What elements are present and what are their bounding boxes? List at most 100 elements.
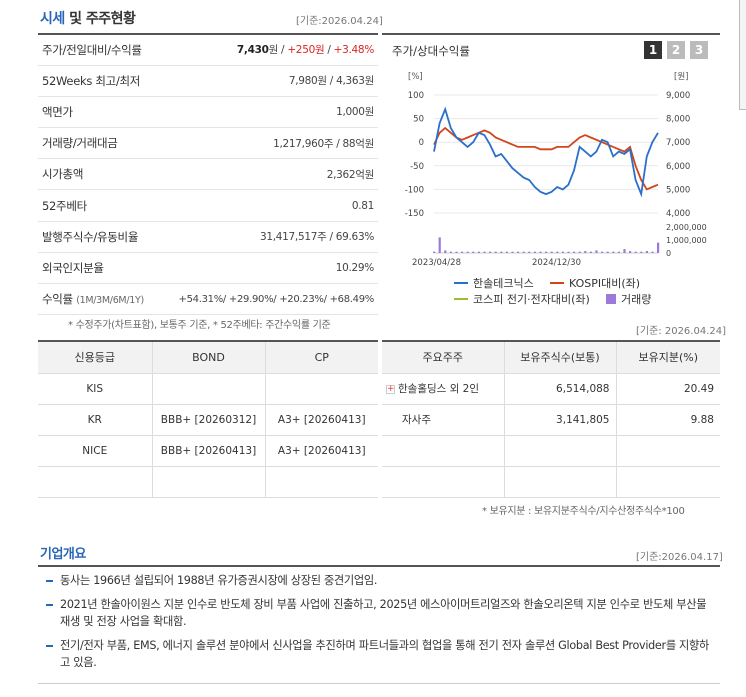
table-header-row: 주요주주 보유주식수(보통) 보유지분(%) <box>382 341 720 374</box>
col-header: 신용등급 <box>38 341 153 374</box>
holder-name <box>382 465 505 498</box>
table-row <box>38 465 378 498</box>
list-item: 2021년 한솔아이원스 지분 인수로 반도체 장비 부품 사업에 진출하고, … <box>44 596 714 630</box>
row-label: 발행주식수/유동비율 <box>38 221 178 253</box>
section-title-market: 시세 및 주주현황 <box>40 11 136 27</box>
volume-bar <box>494 251 497 253</box>
table-row: 자사주 3,141,805 9.88 <box>382 403 720 436</box>
volume-bar <box>449 251 452 253</box>
expand-icon[interactable]: + <box>386 383 395 394</box>
y-tick-label: -100 <box>405 185 424 195</box>
row-value: 7,980원 / 4,363원 <box>178 65 378 97</box>
volume-bar <box>634 251 637 253</box>
holder-name <box>382 434 505 467</box>
row-label: 거래량/거래대금 <box>38 127 178 160</box>
row-label: 주가/전일대비/수익률 <box>38 34 178 66</box>
holder-name-cell[interactable]: + 한솔홀딩스 외 2인 <box>382 372 505 405</box>
y2-tick-label: 6,000 <box>666 162 690 172</box>
agency-cell: NICE <box>38 434 153 467</box>
chart-button-1[interactable]: 1 <box>644 41 662 59</box>
bond-cell: BBB+ [20260312] <box>151 403 266 436</box>
volume-tick-label: 2,000,000 <box>666 223 707 232</box>
row-value: 10.29% <box>178 252 378 285</box>
row-label: 52주베타 <box>38 189 178 222</box>
price-chart: [%] [원] 100 9,000 50 8,000 0 7,000 -50 6,000 -100 5… <box>405 72 707 268</box>
volume-bar <box>595 250 598 253</box>
bottom-divider <box>38 683 720 684</box>
row-label: 52Weeks 최고/최저 <box>38 65 178 97</box>
row-value: 1,217,960주 / 88억원 <box>178 127 378 160</box>
pct-cell: 20.49 <box>615 372 720 405</box>
volume-tick-label: 1,000,000 <box>666 236 707 245</box>
volume-bar <box>556 251 559 253</box>
volume-bar <box>640 251 643 253</box>
volume-bar <box>606 251 609 253</box>
volume-bar <box>505 251 508 253</box>
col-header: 보유지분(%) <box>615 341 720 374</box>
agency-cell <box>38 465 153 498</box>
holders-note: * 보유지분 : 보유지분주식수/지수산정주식수*100 <box>482 506 685 517</box>
table-row: + 한솔홀딩스 외 2인 6,514,088 20.49 <box>382 372 720 405</box>
row-value: 2,362억원 <box>178 158 378 191</box>
table-row: 52Weeks 최고/최저 7,980원 / 4,363원 <box>38 65 378 97</box>
volume-tick-label: 0 <box>666 249 671 258</box>
y-tick-label: 0 <box>419 138 424 148</box>
market-date: [기준:2026.04.24] <box>296 16 383 27</box>
shares-cell <box>503 434 617 467</box>
volume-bar <box>657 242 660 253</box>
volume-bar <box>550 251 553 253</box>
holder-name: 한솔홀딩스 외 2인 <box>398 383 479 395</box>
credit-table: 신용등급 BOND CP KIS KR BBB+ [20260312] A3+ … <box>38 340 378 498</box>
table-row <box>382 465 720 498</box>
volume-bar <box>438 237 441 253</box>
volume-bar <box>461 251 464 253</box>
shares-cell: 3,141,805 <box>503 403 617 436</box>
cp-cell: A3+ [20260413] <box>264 434 378 467</box>
x-tick-label: 2024/12/30 <box>532 258 581 268</box>
scrollbar-edge[interactable] <box>739 0 746 110</box>
pct-cell <box>615 465 720 498</box>
price-summary: 7,430원 / +250원 / +3.48% <box>178 34 378 66</box>
market-table: 주가/전일대비/수익률 7,430원 / +250원 / +3.48% 52We… <box>38 33 378 316</box>
volume-bar <box>539 251 542 253</box>
price-chart-panel: 주가/상대수익률 1 2 3 [%] [원] 100 9,000 50 8,000 0 7,0… <box>382 33 720 309</box>
left-axis-unit: [%] <box>408 72 423 82</box>
volume-bar <box>517 251 520 253</box>
table-row: KIS <box>38 372 378 405</box>
volume-bar <box>567 251 570 253</box>
x-tick-label: 2023/04/28 <box>412 258 461 268</box>
row-label: 시가총액 <box>38 158 178 191</box>
pct-cell: 9.88 <box>615 403 720 436</box>
holders-table: 주요주주 보유주식수(보통) 보유지분(%) + 한솔홀딩스 외 2인 6,514… <box>382 340 720 498</box>
volume-bar <box>455 251 458 253</box>
table-row: KR BBB+ [20260312] A3+ [20260413] <box>38 403 378 436</box>
y2-tick-label: 9,000 <box>666 91 690 101</box>
y2-tick-label: 5,000 <box>666 185 690 195</box>
right-axis-unit: [원] <box>674 72 688 82</box>
y-tick-label: 100 <box>408 91 424 101</box>
col-header: CP <box>264 341 378 374</box>
col-header: 주요주주 <box>382 341 505 374</box>
shares-cell <box>503 465 617 498</box>
agency-cell: KIS <box>38 372 153 405</box>
table-row: 수익률 (1M/3M/6M/1Y) +54.31%/ +29.90%/ +20.… <box>38 283 378 316</box>
y-tick-label: -50 <box>410 162 424 172</box>
bond-cell <box>151 372 266 405</box>
series-line-한솔테크닉스 <box>433 106 659 198</box>
volume-bar <box>477 251 480 253</box>
volume-bar <box>623 249 626 253</box>
col-header: 보유주식수(보통) <box>503 341 617 374</box>
chart-button-3[interactable]: 3 <box>690 41 708 59</box>
table-row: 발행주식수/유동비율 31,417,517주 / 69.63% <box>38 221 378 253</box>
volume-bar <box>472 251 475 253</box>
volume-bar <box>578 251 581 253</box>
list-item: 전기/전자 부품, EMS, 에너지 솔루션 분야에서 신사업을 추진하며 파트… <box>44 637 714 671</box>
chart-button-2[interactable]: 2 <box>667 41 685 59</box>
legend-item: KOSPI대비(좌) <box>550 275 640 291</box>
volume-bar <box>589 251 592 253</box>
table-row: NICE BBB+ [20260413] A3+ [20260413] <box>38 434 378 467</box>
overview-date: [기준:2026.04.17] <box>636 552 723 563</box>
volume-bar <box>584 251 587 253</box>
volume-bar <box>651 251 654 253</box>
y-tick-label: 50 <box>413 115 424 125</box>
